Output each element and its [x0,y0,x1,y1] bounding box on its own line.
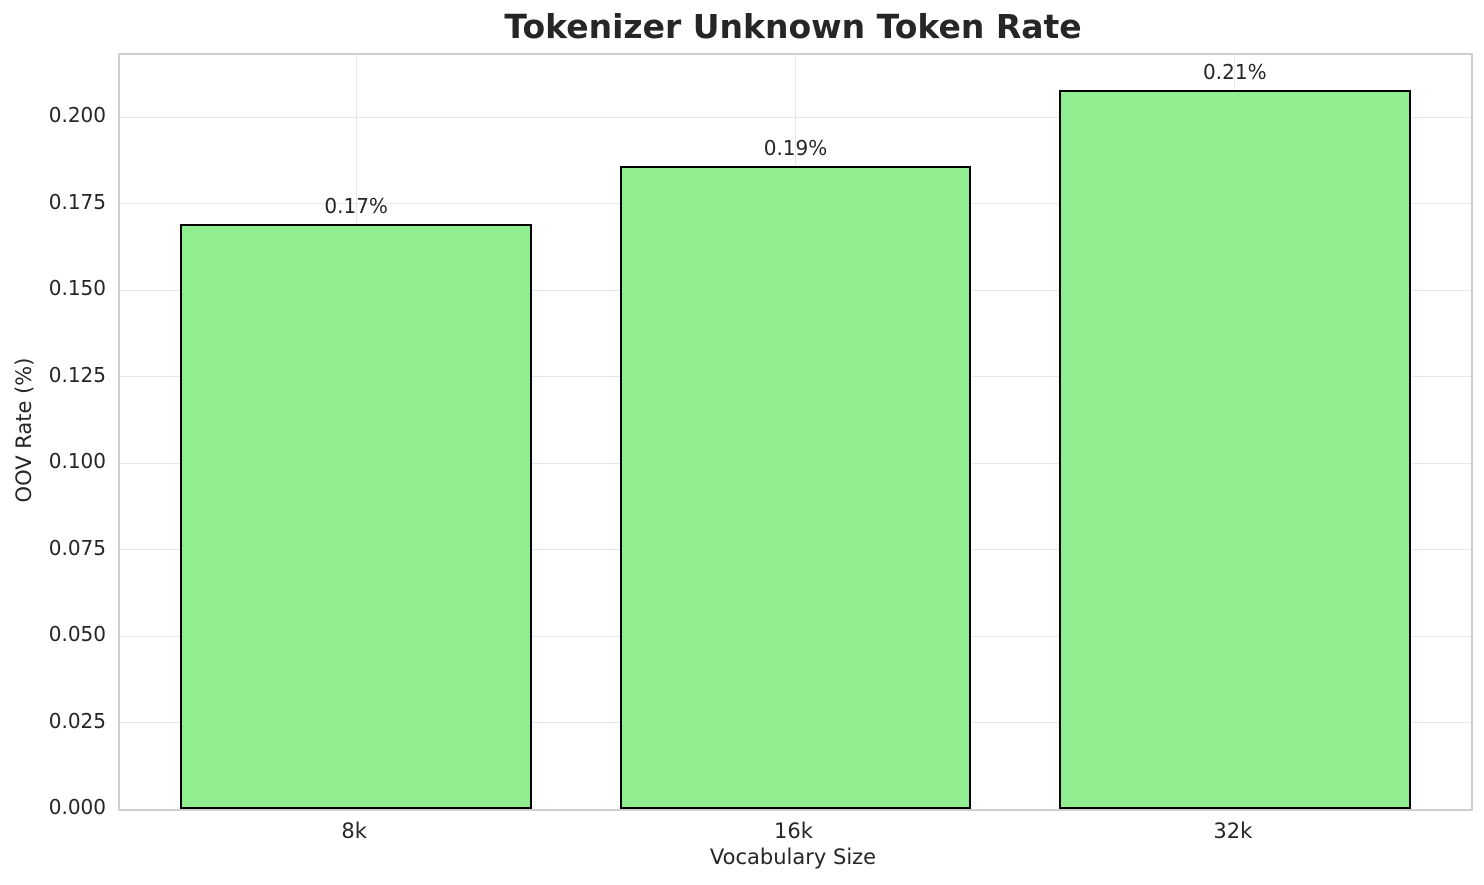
bar-value-label: 0.17% [324,194,388,219]
y-tick-label: 0.000 [48,795,106,819]
y-tick-label: 0.150 [48,276,106,301]
x-axis-label: Vocabulary Size [709,845,877,869]
y-axis-label: OOV Rate (%) [12,357,36,503]
y-tick-label: 0.050 [48,622,106,647]
y-tick-label: 0.200 [48,103,106,128]
y-tick-label: 0.100 [48,449,106,474]
bar-value-label: 0.21% [1203,59,1267,84]
plot-area: 0.17% 0.19% 0.21% [118,53,1473,811]
x-tick-label: 16k [774,819,813,843]
y-tick-label: 0.125 [48,362,106,387]
y-tick-label: 0.075 [48,535,106,560]
bar-value-label: 0.19% [763,135,828,160]
y-tick-label: 0.175 [48,189,106,214]
bar-8k [180,224,532,809]
x-tick-label: 8k [341,819,367,843]
x-tick-label: 32k [1213,819,1253,843]
bar-16k [619,165,972,809]
chart-title: Tokenizer Unknown Token Rate [504,7,1082,46]
bar-32k [1059,89,1411,809]
y-tick-label: 0.025 [48,708,106,733]
